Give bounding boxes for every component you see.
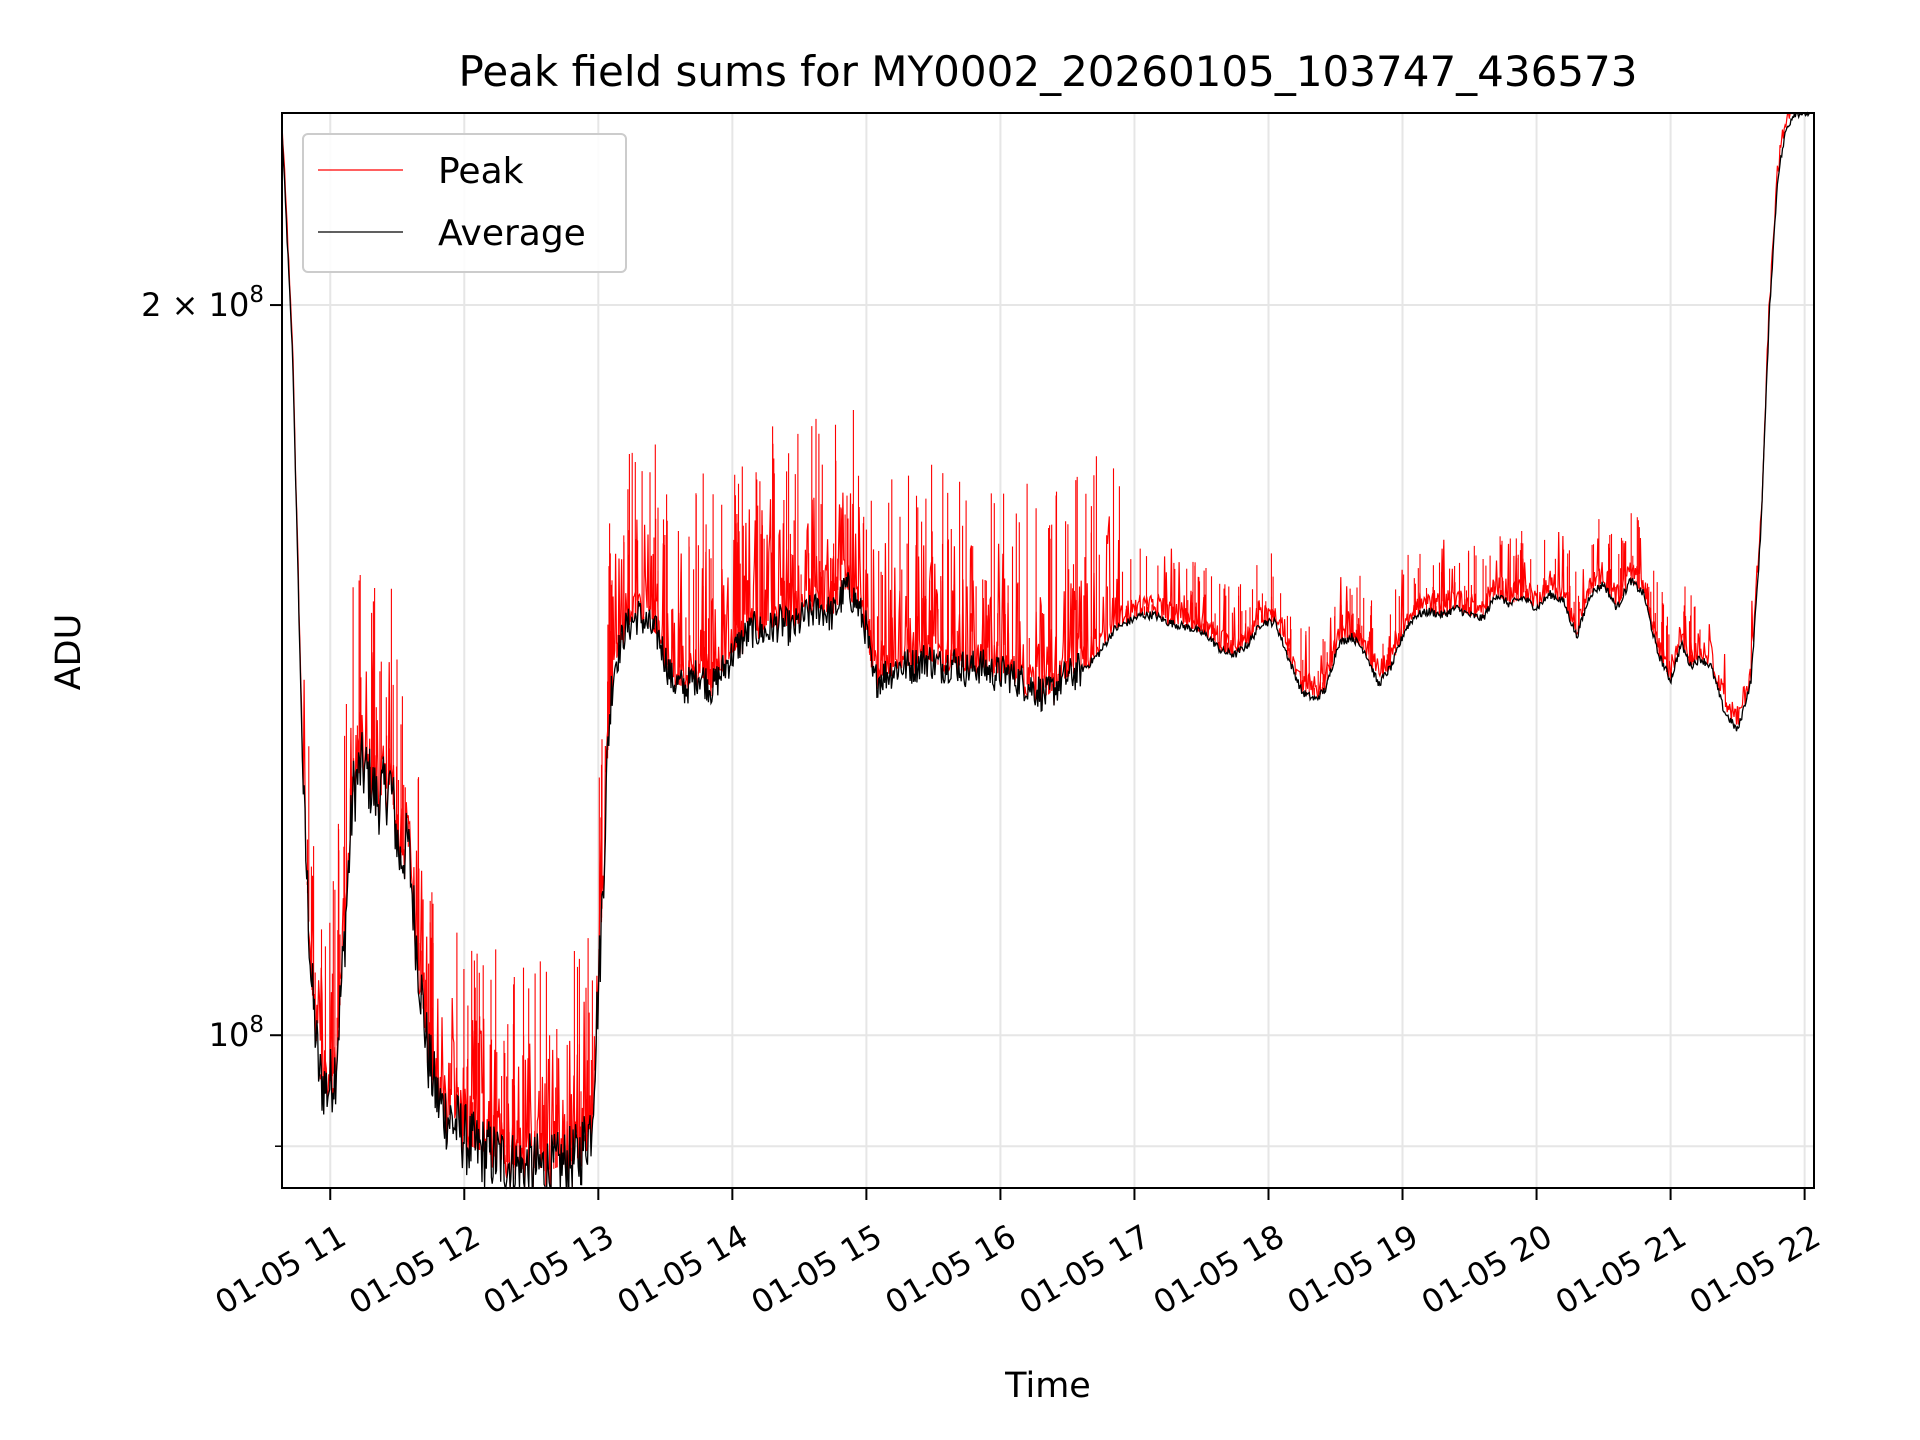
grid xyxy=(282,113,1814,1188)
legend-average-label: Average xyxy=(438,213,586,254)
y-axis-ticks: 108 2 × 108 xyxy=(141,282,282,1147)
chart-title: Peak field sums for MY0002_20260105_1037… xyxy=(458,47,1637,96)
legend: Peak Average xyxy=(302,133,627,273)
y-tick-label: 108 xyxy=(209,1012,264,1054)
plot-frame xyxy=(281,112,1815,1189)
y-tick-label: 2 × 108 xyxy=(141,282,264,324)
peak-line xyxy=(281,112,1814,1189)
y-axis-label: ADU xyxy=(49,614,89,691)
average-series xyxy=(281,111,1814,1190)
x-axis-label: Time xyxy=(1004,1366,1091,1406)
average-line xyxy=(281,111,1814,1190)
legend-peak-label: Peak xyxy=(438,151,524,192)
plot-background xyxy=(282,113,1814,1188)
peak-series xyxy=(281,112,1814,1189)
legend-box xyxy=(302,133,627,273)
plot-area xyxy=(281,111,1815,1190)
